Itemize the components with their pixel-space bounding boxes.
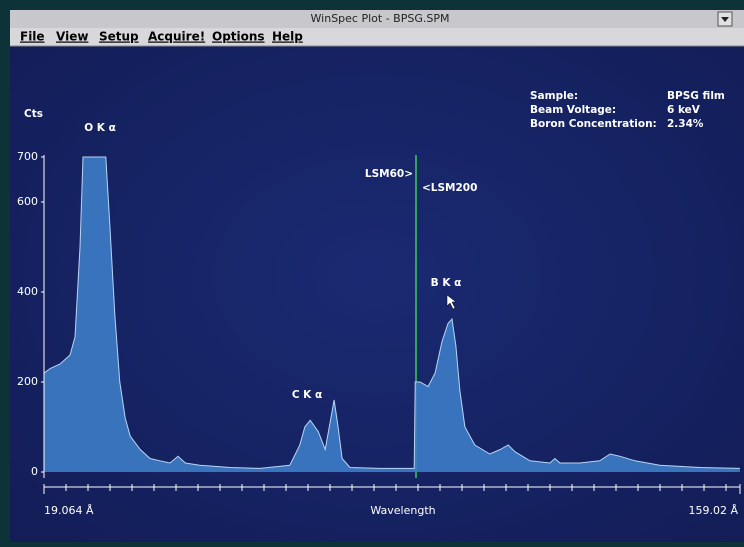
menu-item[interactable]: File — [20, 30, 45, 44]
info-label: Boron Concentration: — [530, 118, 657, 130]
minimize-icon — [721, 17, 729, 22]
y-axis-label: Cts — [24, 108, 43, 120]
annotation: O K α — [84, 122, 116, 134]
y-tick-label: 0 — [31, 465, 38, 478]
x-tick-label: 159.02 Å — [688, 504, 738, 517]
info-label: Beam Voltage: — [530, 104, 616, 116]
info-value: 2.34% — [667, 118, 704, 130]
spectrum-line — [43, 156, 740, 469]
info-label: Sample: — [530, 90, 578, 102]
y-tick-label: 700 — [17, 150, 38, 163]
annotation: C K α — [292, 389, 322, 401]
annotation: B K α — [431, 277, 462, 289]
menu-item[interactable]: Setup — [99, 30, 139, 44]
window-title: WinSpec Plot - BPSG.SPM — [311, 12, 450, 25]
x-tick-label: 19.064 Å — [44, 504, 94, 517]
title-bar — [10, 10, 744, 28]
info-value: 6 keV — [667, 104, 701, 116]
annotation: LSM60> — [365, 168, 413, 180]
y-tick-label: 200 — [17, 375, 38, 388]
menu-item[interactable]: View — [56, 30, 88, 44]
y-tick-label: 400 — [17, 285, 38, 298]
mouse-cursor — [446, 294, 457, 310]
y-tick-label: 600 — [17, 195, 38, 208]
x-axis-label: Wavelength — [370, 504, 435, 517]
info-value: BPSG film — [667, 90, 725, 102]
menu-item[interactable]: Acquire! — [148, 30, 205, 44]
menu-item[interactable]: Help — [272, 30, 303, 44]
annotation: <LSM200 — [422, 182, 477, 194]
menu-item[interactable]: Options — [212, 30, 265, 44]
area-fill — [44, 157, 740, 472]
menu-bar — [10, 28, 744, 46]
